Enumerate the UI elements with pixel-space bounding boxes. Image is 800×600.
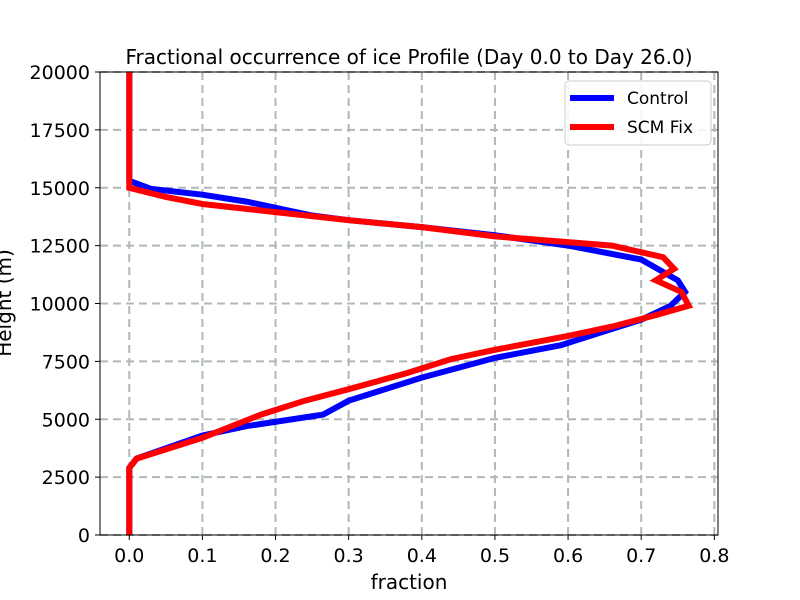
chart-title: Fractional occurrence of ice Profile (Da… — [125, 45, 692, 69]
x-axis-title: fraction — [371, 570, 448, 594]
x-tick-label: 0.8 — [699, 545, 729, 567]
x-tick-label: 0.1 — [187, 545, 217, 567]
x-tick-label: 0.4 — [407, 545, 437, 567]
y-axis: 0 2500 5000 7500 10000 12500 15000 17500 20000 — [30, 62, 100, 547]
y-tick-label: 2500 — [42, 467, 90, 489]
x-tick-label: 0.5 — [480, 545, 510, 567]
x-tick-label: 0.7 — [626, 545, 656, 567]
y-tick-label: 0 — [78, 525, 90, 547]
series-lines — [126, 72, 694, 535]
legend-label-control: Control — [627, 89, 688, 109]
x-tick-label: 0.0 — [114, 545, 144, 567]
y-tick-label: 15000 — [30, 178, 90, 200]
legend-label-scm-fix: SCM Fix — [627, 118, 693, 138]
y-tick-label: 12500 — [30, 236, 90, 258]
y-tick-label: 10000 — [30, 294, 90, 316]
series-line-control — [126, 72, 689, 535]
x-tick-label: 0.6 — [553, 545, 583, 567]
x-tick-label: 0.2 — [260, 545, 290, 567]
y-tick-label: 5000 — [42, 409, 90, 431]
y-tick-label: 7500 — [42, 351, 90, 373]
series-line-scm-fix — [126, 72, 694, 535]
x-axis: 0.0 0.1 0.2 0.3 0.4 0.5 0.6 0.7 0.8 — [114, 535, 729, 567]
legend: Control SCM Fix — [564, 80, 712, 146]
y-tick-label: 17500 — [30, 120, 90, 142]
x-tick-label: 0.3 — [334, 545, 364, 567]
y-axis-title: Height (m) — [0, 249, 16, 357]
y-tick-label: 20000 — [30, 62, 90, 84]
